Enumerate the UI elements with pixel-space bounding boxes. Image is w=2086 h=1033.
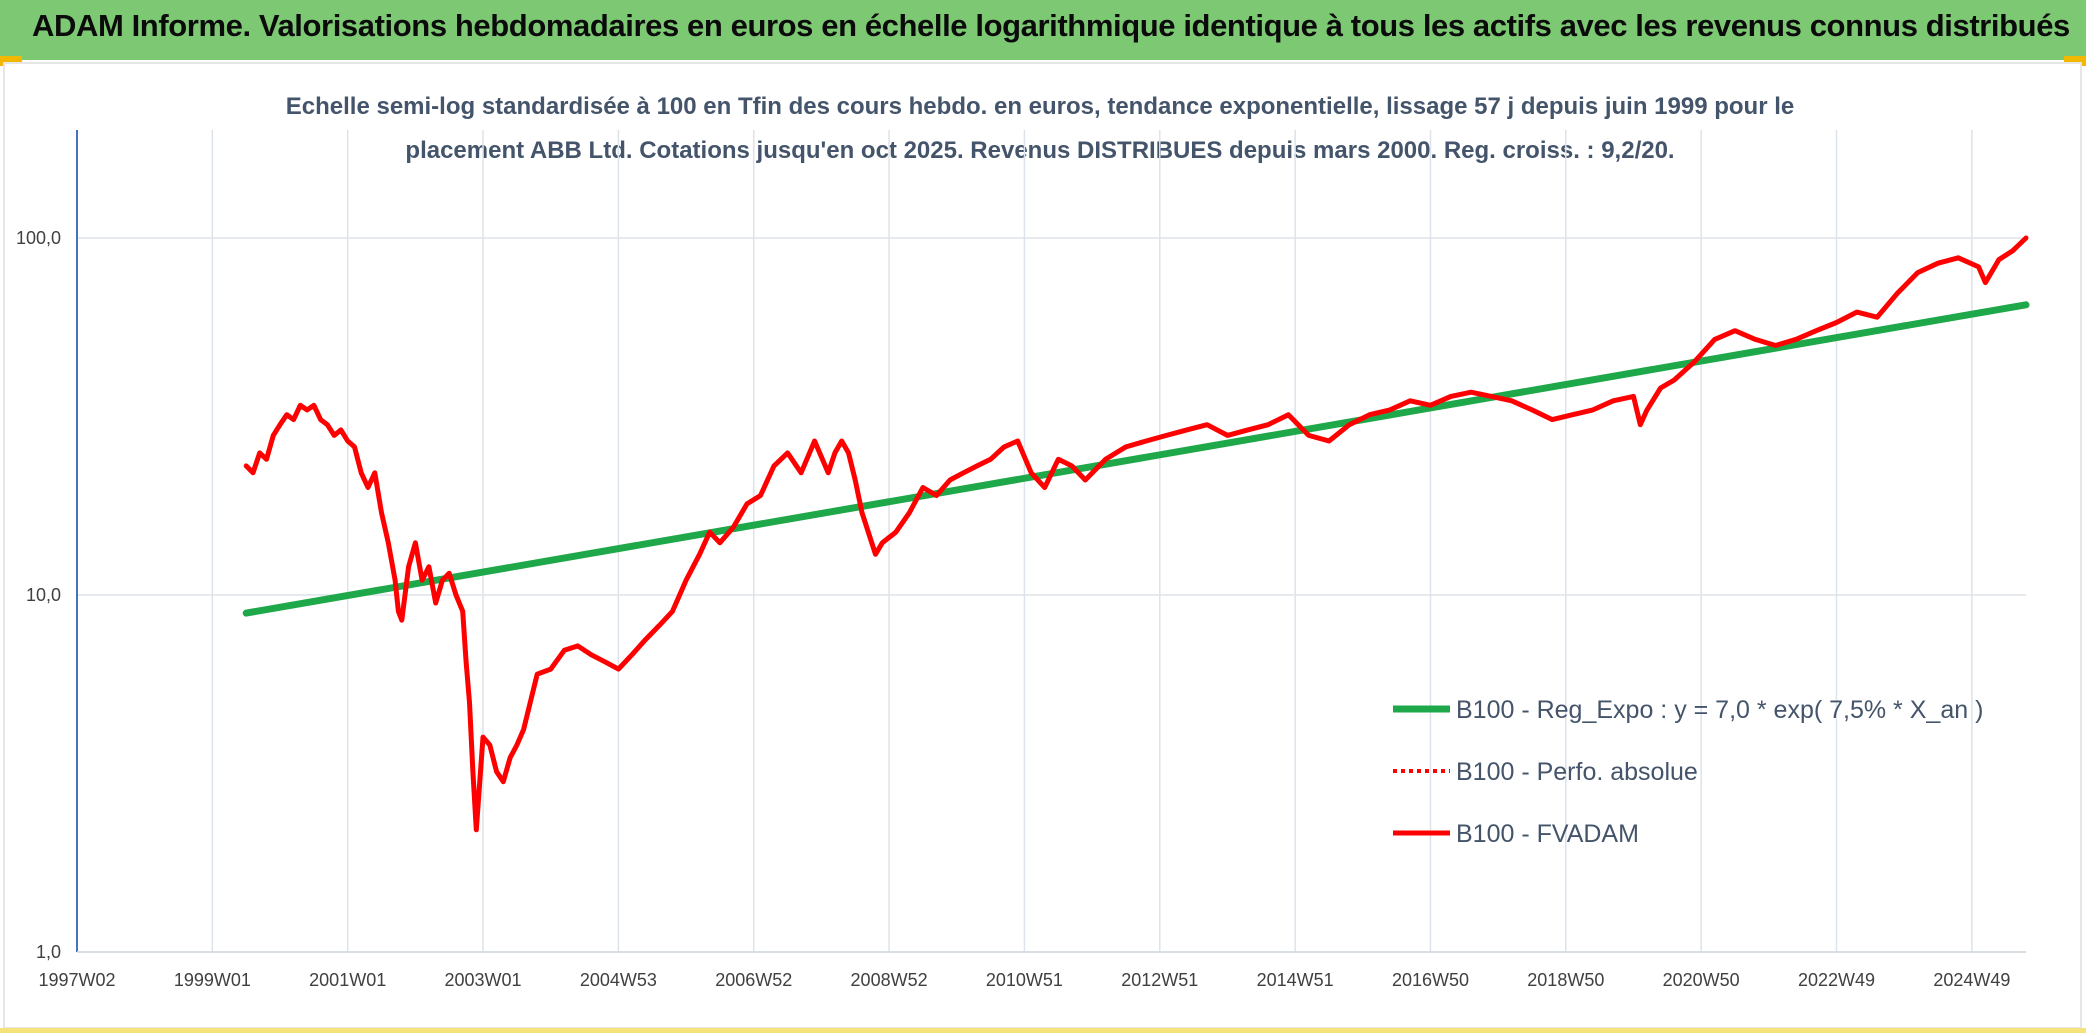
x-tick-label: 2001W01 — [309, 970, 386, 990]
y-tick-label: 10,0 — [26, 585, 61, 605]
corner-marker — [0, 56, 22, 66]
chart-subtitle-line1: Echelle semi-log standardisée à 100 en T… — [286, 93, 1794, 120]
x-tick-label: 2016W50 — [1392, 970, 1469, 990]
axes: 1997W02 1999W01 2001W01 2003W01 2004W53 2006W… — [16, 130, 2026, 990]
frame-bottom-strip — [0, 1028, 2086, 1033]
legend-item-fvadam: B100 - FVADAM — [1393, 820, 1639, 848]
x-tick-label: 2010W51 — [986, 970, 1063, 990]
y-tick-label: 1,0 — [36, 942, 61, 962]
x-tick-label: 2014W51 — [1257, 970, 1334, 990]
x-tick-label: 2006W52 — [715, 970, 792, 990]
chart-subtitle-line2: placement ABB Ltd. Cotations jusqu'en oc… — [405, 137, 1674, 164]
x-tick-label: 2008W52 — [851, 970, 928, 990]
x-tick-label: 2003W01 — [445, 970, 522, 990]
chart-frame — [3, 62, 2082, 1029]
legend-item-trend: B100 - Reg_Expo : y = 7,0 * exp( 7,5% * … — [1393, 696, 1983, 724]
corner-marker — [2064, 56, 2086, 66]
x-tick-label: 2022W49 — [1798, 970, 1875, 990]
header-banner: ADAM Informe. Valorisations hebdomadaire… — [0, 0, 2086, 60]
page-title: ADAM Informe. Valorisations hebdomadaire… — [32, 8, 2070, 43]
x-tick-label: 2018W50 — [1527, 970, 1604, 990]
legend: B100 - Reg_Expo : y = 7,0 * exp( 7,5% * … — [1393, 696, 1983, 848]
x-tick-label: 2020W50 — [1663, 970, 1740, 990]
legend-label-fvadam: B100 - FVADAM — [1456, 820, 1639, 848]
grid — [76, 130, 2026, 953]
legend-label-trend: B100 - Reg_Expo : y = 7,0 * exp( 7,5% * … — [1456, 696, 1983, 724]
x-tick-label: 1997W02 — [38, 970, 115, 990]
series-line-trend — [242, 301, 2030, 617]
x-tick-label: 2012W51 — [1121, 970, 1198, 990]
series-line-fvadam — [243, 235, 2029, 833]
legend-item-perf: B100 - Perfo. absolue — [1393, 758, 1698, 786]
plot-area — [242, 235, 2030, 833]
y-tick-label: 100,0 — [16, 228, 61, 248]
legend-label-perf: B100 - Perfo. absolue — [1456, 758, 1698, 786]
x-tick-label: 1999W01 — [174, 970, 251, 990]
x-tick-label: 2024W49 — [1933, 970, 2010, 990]
x-tick-label: 2004W53 — [580, 970, 657, 990]
